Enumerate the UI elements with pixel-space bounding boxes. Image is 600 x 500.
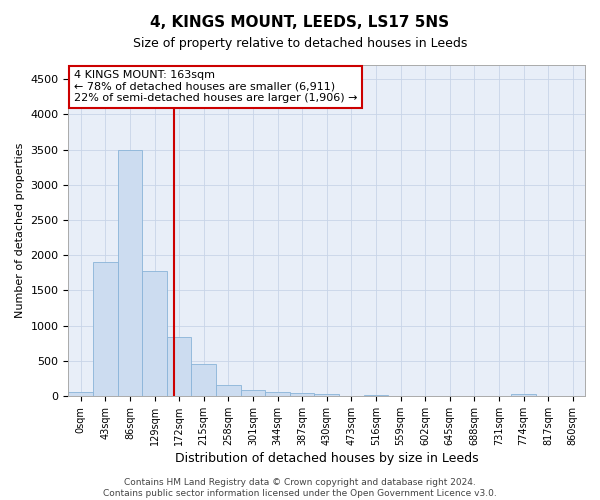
- Bar: [265, 392, 290, 396]
- X-axis label: Distribution of detached houses by size in Leeds: Distribution of detached houses by size …: [175, 452, 479, 465]
- Bar: [314, 394, 339, 396]
- Bar: [167, 337, 191, 396]
- Text: 4 KINGS MOUNT: 163sqm
← 78% of detached houses are smaller (6,911)
22% of semi-d: 4 KINGS MOUNT: 163sqm ← 78% of detached …: [74, 70, 357, 103]
- Bar: [191, 364, 216, 396]
- Text: Size of property relative to detached houses in Leeds: Size of property relative to detached ho…: [133, 38, 467, 51]
- Bar: [68, 392, 93, 396]
- Text: Contains HM Land Registry data © Crown copyright and database right 2024.
Contai: Contains HM Land Registry data © Crown c…: [103, 478, 497, 498]
- Text: 4, KINGS MOUNT, LEEDS, LS17 5NS: 4, KINGS MOUNT, LEEDS, LS17 5NS: [151, 15, 449, 30]
- Bar: [511, 394, 536, 396]
- Bar: [118, 150, 142, 396]
- Y-axis label: Number of detached properties: Number of detached properties: [15, 143, 25, 318]
- Bar: [142, 270, 167, 396]
- Bar: [290, 394, 314, 396]
- Bar: [216, 384, 241, 396]
- Bar: [93, 262, 118, 396]
- Bar: [241, 390, 265, 396]
